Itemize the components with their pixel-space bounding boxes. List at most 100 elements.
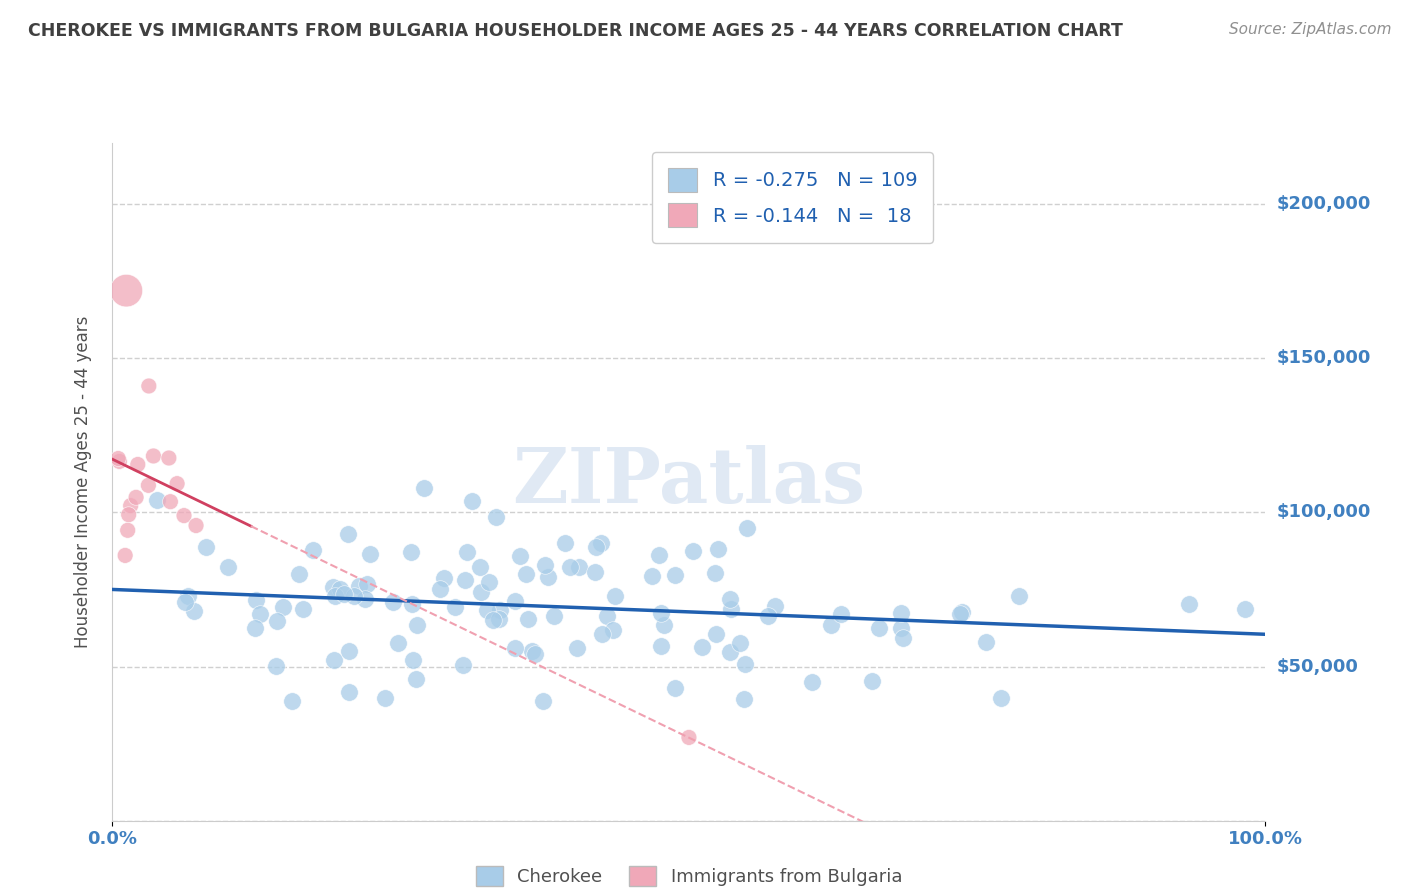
Point: [650, 639, 672, 653]
Point: [591, 536, 613, 550]
Point: [707, 542, 730, 557]
Point: [890, 606, 912, 620]
Point: [534, 558, 557, 572]
Point: [470, 585, 492, 599]
Point: [281, 694, 304, 708]
Point: [451, 658, 474, 673]
Point: [560, 559, 582, 574]
Point: [354, 592, 377, 607]
Point: [891, 631, 914, 645]
Point: [174, 595, 197, 609]
Point: [820, 617, 842, 632]
Point: [138, 379, 160, 393]
Point: [118, 508, 141, 522]
Point: [387, 636, 409, 650]
Point: [949, 607, 972, 621]
Point: [503, 594, 526, 608]
Point: [125, 491, 148, 505]
Point: [184, 518, 207, 533]
Text: $200,000: $200,000: [1277, 195, 1371, 213]
Point: [509, 549, 531, 564]
Point: [585, 541, 607, 555]
Text: $150,000: $150,000: [1277, 350, 1371, 368]
Point: [704, 627, 727, 641]
Point: [1007, 589, 1029, 603]
Point: [245, 593, 267, 607]
Point: [337, 685, 360, 699]
Point: [554, 536, 576, 550]
Point: [108, 454, 131, 468]
Point: [337, 644, 360, 658]
Point: [1233, 601, 1256, 615]
Text: Source: ZipAtlas.com: Source: ZipAtlas.com: [1229, 22, 1392, 37]
Point: [461, 494, 484, 508]
Point: [405, 672, 427, 686]
Point: [470, 560, 492, 574]
Point: [641, 568, 664, 582]
Point: [454, 574, 477, 588]
Text: $50,000: $50,000: [1277, 657, 1358, 675]
Point: [1178, 597, 1201, 611]
Point: [664, 681, 686, 696]
Point: [356, 577, 378, 591]
Point: [690, 640, 713, 654]
Point: [159, 494, 181, 508]
Point: [166, 476, 188, 491]
Point: [568, 560, 591, 574]
Point: [515, 567, 537, 582]
Point: [177, 589, 200, 603]
Point: [115, 284, 138, 298]
Point: [412, 481, 434, 495]
Point: [405, 617, 427, 632]
Point: [117, 524, 139, 538]
Point: [974, 634, 997, 648]
Point: [107, 451, 129, 466]
Point: [531, 694, 554, 708]
Point: [718, 645, 741, 659]
Point: [402, 653, 425, 667]
Text: $100,000: $100,000: [1277, 503, 1371, 522]
Point: [333, 587, 356, 601]
Point: [138, 478, 160, 492]
Point: [323, 653, 346, 667]
Point: [603, 590, 626, 604]
Point: [183, 604, 205, 618]
Text: CHEROKEE VS IMMIGRANTS FROM BULGARIA HOUSEHOLDER INCOME AGES 25 - 44 YEARS CORRE: CHEROKEE VS IMMIGRANTS FROM BULGARIA HOU…: [28, 22, 1123, 40]
Point: [602, 623, 624, 637]
Point: [291, 602, 314, 616]
Point: [477, 603, 499, 617]
Point: [266, 659, 288, 673]
Point: [650, 606, 672, 620]
Point: [678, 731, 700, 745]
Point: [516, 611, 538, 625]
Point: [489, 603, 512, 617]
Point: [195, 540, 218, 554]
Point: [734, 657, 756, 672]
Point: [860, 674, 883, 689]
Point: [537, 570, 560, 584]
Point: [868, 621, 890, 635]
Point: [890, 621, 912, 635]
Point: [336, 526, 359, 541]
Point: [800, 675, 823, 690]
Point: [591, 627, 613, 641]
Point: [733, 692, 755, 706]
Point: [728, 636, 751, 650]
Point: [950, 605, 973, 619]
Point: [359, 547, 381, 561]
Y-axis label: Householder Income Ages 25 - 44 years: Householder Income Ages 25 - 44 years: [73, 316, 91, 648]
Point: [503, 640, 526, 655]
Point: [218, 560, 240, 574]
Point: [485, 509, 508, 524]
Point: [763, 599, 786, 614]
Point: [718, 591, 741, 606]
Point: [243, 622, 266, 636]
Point: [120, 499, 142, 513]
Point: [142, 449, 165, 463]
Point: [374, 691, 396, 706]
Point: [456, 544, 478, 558]
Point: [266, 615, 288, 629]
Point: [325, 589, 347, 603]
Point: [583, 565, 606, 579]
Point: [114, 549, 136, 563]
